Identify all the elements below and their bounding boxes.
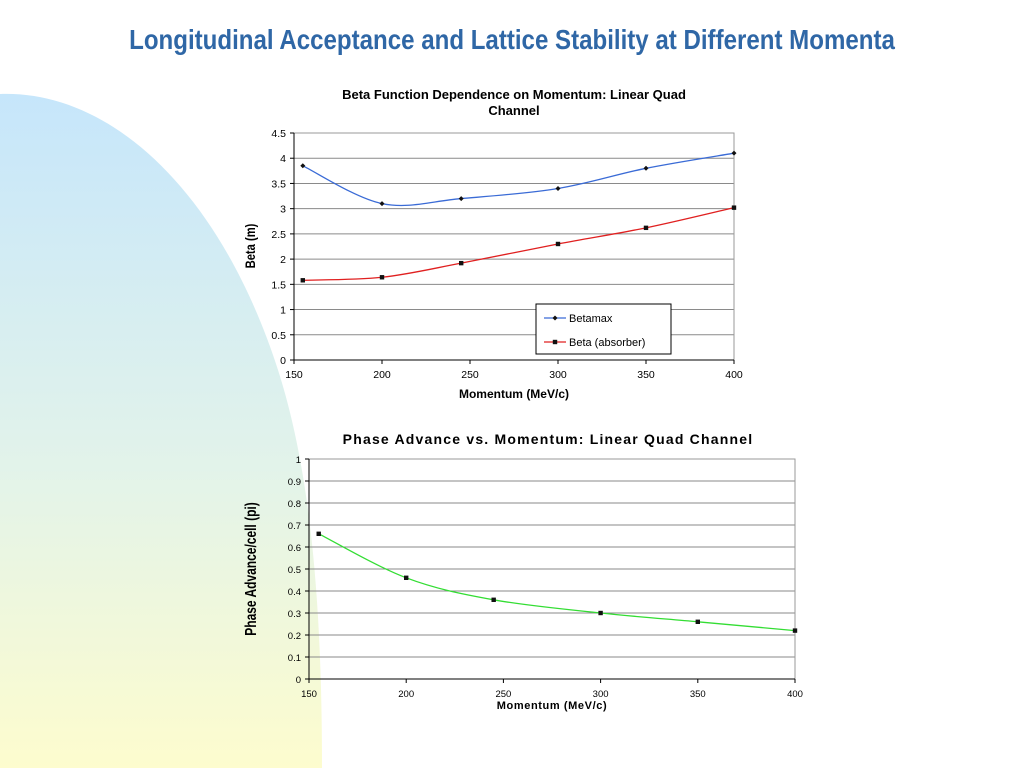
x-tick-label: 150 (285, 369, 303, 381)
y-tick-label: 1 (280, 305, 286, 317)
x-tick-label: 150 (301, 689, 317, 700)
data-point (555, 185, 561, 191)
slide-title: Longitudinal Acceptance and Lattice Stab… (129, 24, 895, 55)
y-tick-label: 0.3 (288, 609, 301, 620)
series-line-betamax (302, 152, 735, 207)
x-tick-label: 200 (373, 369, 391, 381)
data-point (491, 597, 496, 602)
legend-label: Beta (absorber) (569, 337, 645, 349)
chart-title-line-2: Channel (488, 103, 539, 118)
data-point (300, 163, 306, 169)
y-tick-label: 0.8 (288, 499, 301, 510)
data-point (300, 278, 305, 283)
x-tick-label: 400 (725, 369, 743, 381)
data-point (379, 201, 385, 207)
x-tick-label: 400 (787, 689, 803, 700)
y-axis-label: Beta (m) (243, 224, 258, 269)
x-tick-label: 300 (593, 689, 609, 700)
x-axis-label: Momentum (MeV/c) (497, 700, 607, 712)
x-tick-label: 250 (461, 369, 479, 381)
y-tick-label: 1.5 (271, 279, 286, 291)
legend-marker (552, 339, 558, 345)
data-point (643, 225, 649, 231)
y-tick-label: 0.7 (288, 521, 301, 532)
y-tick-label: 0 (296, 675, 301, 686)
x-tick-label: 350 (637, 369, 655, 381)
y-tick-label: 0.5 (271, 330, 286, 342)
legend: Betamax Beta (absorber) (535, 303, 672, 355)
x-tick-label: 350 (690, 689, 706, 700)
x-axis-label: Momentum (MeV/c) (459, 387, 569, 401)
y-tick-label: 0.9 (288, 477, 301, 488)
data-point (555, 241, 561, 247)
background-arc-shape (0, 93, 322, 768)
y-tick-label: 0.2 (288, 631, 301, 642)
y-tick-label: 3 (280, 204, 286, 216)
chart-title: Phase Advance vs. Momentum: Linear Quad … (343, 431, 754, 447)
data-point (695, 619, 700, 624)
y-tick-label: 0.5 (288, 565, 301, 576)
data-point (459, 260, 464, 266)
y-tick-label: 4.5 (271, 128, 286, 140)
y-axis-label: Phase Advance/cell (pi) (241, 502, 259, 635)
data-point (643, 165, 649, 171)
y-tick-label: 1 (296, 455, 301, 466)
y-tick-label: 2 (280, 254, 286, 266)
x-tick-label: 250 (495, 689, 511, 700)
y-tick-label: 0.6 (288, 543, 301, 554)
data-point (598, 610, 603, 616)
data-point (792, 628, 798, 633)
legend-label: Betamax (569, 313, 613, 325)
series-line-phase-advance (318, 533, 796, 632)
series-line-beta-absorber (302, 207, 735, 281)
y-tick-label: 4 (280, 153, 286, 165)
data-point (458, 196, 464, 202)
legend-marker (552, 315, 558, 321)
legend-box (535, 303, 672, 355)
data-point (731, 205, 737, 210)
y-tick-label: 0.4 (288, 587, 301, 598)
data-point (731, 150, 737, 156)
y-tick-label: 0.1 (288, 653, 301, 664)
data-point (404, 575, 409, 580)
chart-title-line-1: Beta Function Dependence on Momentum: Li… (342, 87, 686, 102)
y-tick-label: 0 (280, 355, 286, 367)
x-tick-label: 300 (549, 369, 567, 381)
y-tick-label: 3.5 (271, 178, 286, 190)
data-point (316, 531, 321, 536)
y-tick-label: 2.5 (271, 229, 286, 241)
data-point (379, 275, 385, 280)
x-tick-label: 200 (398, 689, 414, 700)
